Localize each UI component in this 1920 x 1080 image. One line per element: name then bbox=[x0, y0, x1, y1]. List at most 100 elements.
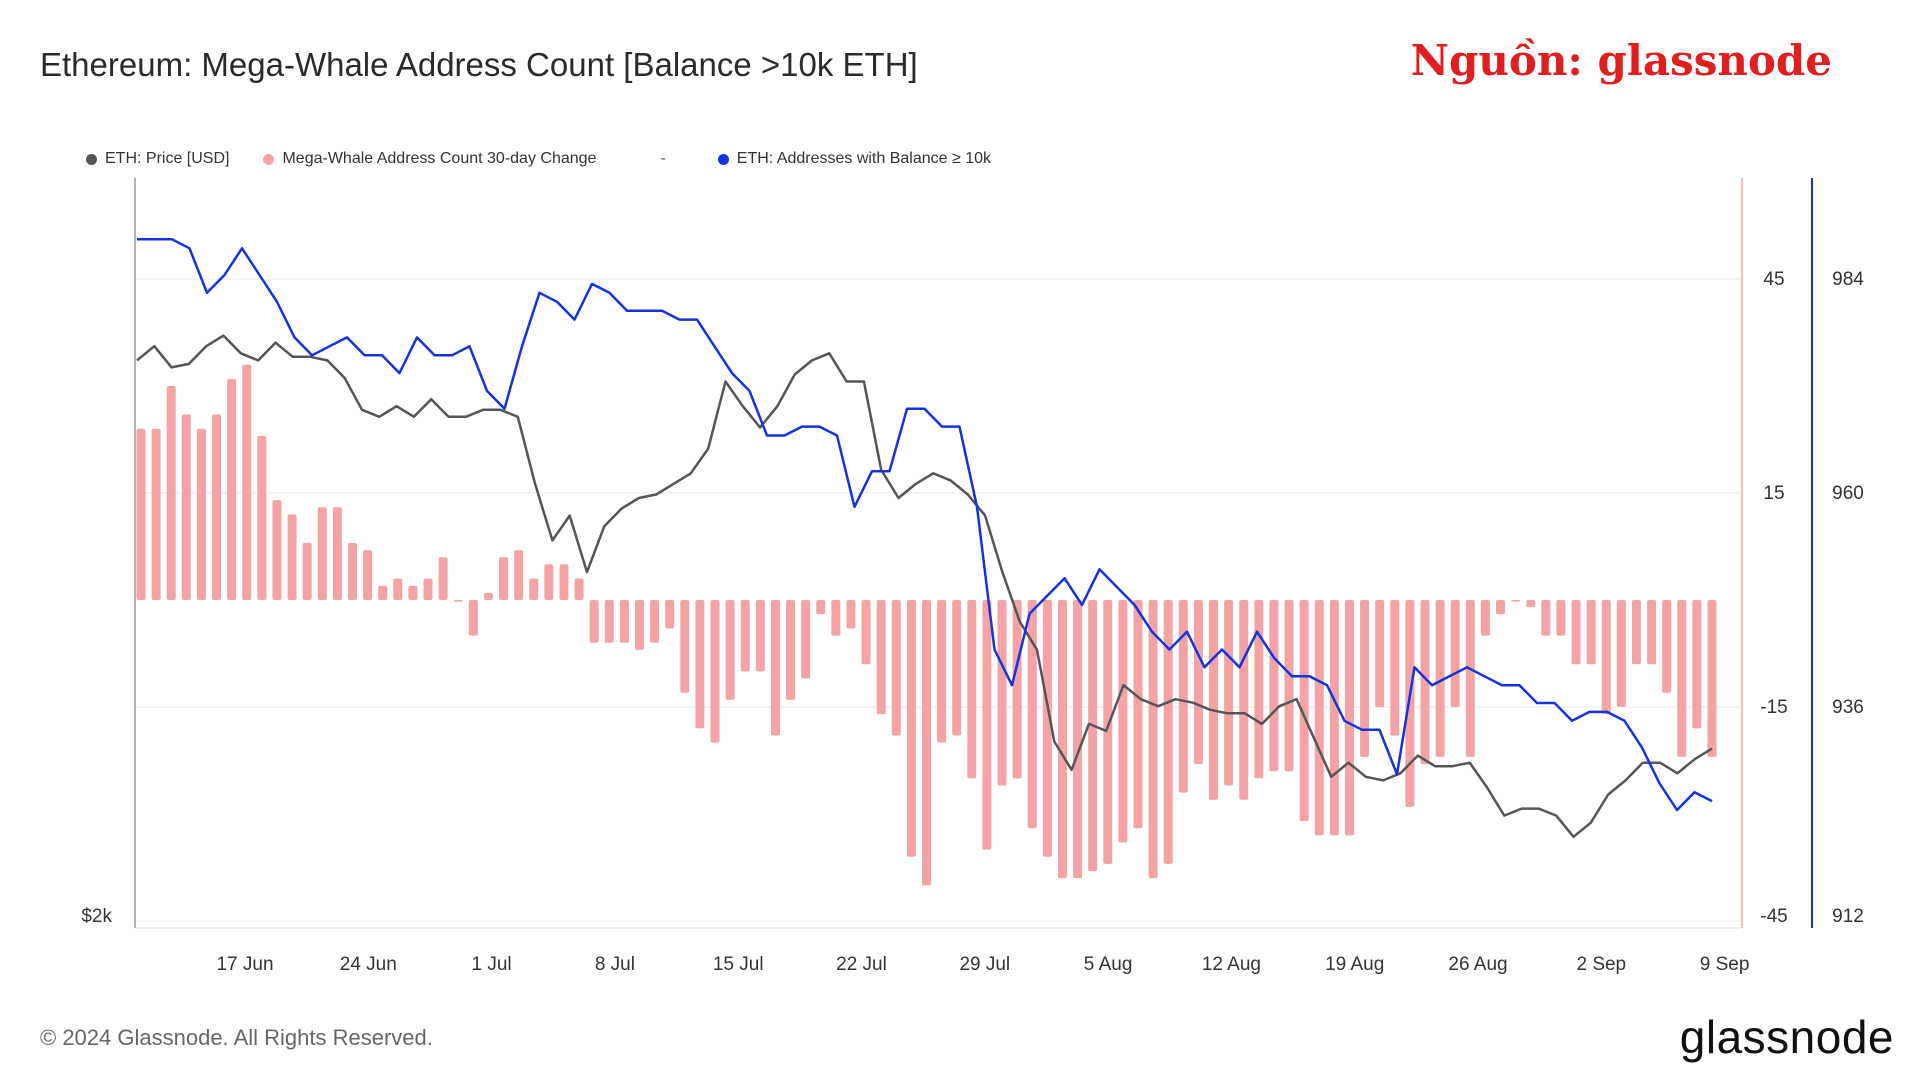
change-bar bbox=[1692, 600, 1702, 729]
change-bar bbox=[786, 600, 796, 700]
change-bar bbox=[181, 414, 191, 600]
change-bar bbox=[816, 600, 826, 615]
legend-item-change[interactable]: Mega-Whale Address Count 30-day Change bbox=[263, 150, 596, 168]
change-bar bbox=[831, 600, 841, 636]
change-bar bbox=[287, 514, 297, 600]
source-label: Nguồn: glassnode bbox=[1410, 36, 1832, 85]
change-bar bbox=[1420, 600, 1430, 765]
change-bar bbox=[680, 600, 690, 693]
change-bar bbox=[1616, 600, 1626, 707]
change-bar bbox=[1042, 600, 1052, 857]
change-bar bbox=[589, 600, 599, 643]
change-axis-tick-label: 45 bbox=[1763, 269, 1784, 290]
addresses-axis-tick-label: 960 bbox=[1832, 483, 1864, 504]
change-bar bbox=[1390, 600, 1400, 736]
change-bar bbox=[1224, 600, 1234, 786]
change-axis-tick-label: -15 bbox=[1760, 697, 1787, 718]
change-bar bbox=[695, 600, 705, 729]
change-bar bbox=[1360, 600, 1370, 757]
change-bar bbox=[876, 600, 886, 715]
change-bar bbox=[1073, 600, 1083, 879]
x-axis-tick-label: 29 Jul bbox=[959, 954, 1010, 975]
change-bar bbox=[937, 600, 947, 743]
change-bar bbox=[242, 364, 252, 600]
change-bar bbox=[1480, 600, 1490, 636]
change-bar bbox=[347, 542, 357, 600]
change-bar bbox=[1118, 600, 1128, 843]
change-bar bbox=[393, 578, 403, 600]
change-bar bbox=[363, 550, 373, 600]
change-bar bbox=[499, 557, 509, 600]
change-bar bbox=[650, 600, 660, 643]
change-bar bbox=[1375, 600, 1385, 707]
change-bar bbox=[1662, 600, 1672, 693]
addresses-axis-tick-label: 984 bbox=[1832, 269, 1864, 290]
change-bar bbox=[302, 542, 312, 600]
change-bar bbox=[1103, 600, 1113, 864]
legend-label-addresses: ETH: Addresses with Balance ≥ 10k bbox=[736, 150, 991, 167]
change-bar bbox=[665, 600, 675, 629]
change-bar bbox=[1526, 600, 1536, 608]
x-axis-tick-label: 24 Jun bbox=[340, 954, 397, 975]
x-axis-tick-label: 19 Aug bbox=[1325, 954, 1384, 975]
change-bar bbox=[1239, 600, 1249, 800]
change-bar bbox=[1571, 600, 1581, 665]
change-bar bbox=[1677, 600, 1687, 757]
x-axis-tick-label: 22 Jul bbox=[836, 954, 887, 975]
change-bar bbox=[967, 600, 977, 779]
change-bar bbox=[801, 600, 811, 679]
x-axis-tick-label: 26 Aug bbox=[1448, 954, 1507, 975]
copyright-text: © 2024 Glassnode. All Rights Reserved. bbox=[40, 1025, 433, 1050]
change-bar bbox=[1254, 600, 1264, 779]
change-bar bbox=[529, 578, 539, 600]
change-bar bbox=[770, 600, 780, 736]
change-bar bbox=[1631, 600, 1641, 665]
legend-dot-addresses bbox=[717, 153, 729, 165]
change-bar bbox=[1269, 600, 1279, 772]
change-bar bbox=[483, 592, 493, 600]
change-bar bbox=[1647, 600, 1657, 665]
change-bar bbox=[1209, 600, 1219, 800]
change-bar bbox=[861, 600, 871, 665]
change-bar bbox=[1329, 600, 1339, 836]
change-bar bbox=[453, 600, 463, 602]
legend-item-price[interactable]: ETH: Price [USD] bbox=[86, 150, 229, 168]
change-bar bbox=[1586, 600, 1596, 665]
x-axis-tick-label: 8 Jul bbox=[595, 954, 635, 975]
addresses-line bbox=[137, 238, 1713, 812]
x-axis-tick-label: 1 Jul bbox=[472, 954, 512, 975]
change-bar bbox=[136, 428, 146, 600]
change-bar bbox=[1012, 600, 1022, 779]
change-axis-tick-label: 15 bbox=[1763, 483, 1784, 504]
legend-label-change: Mega-Whale Address Count 30-day Change bbox=[282, 150, 597, 167]
change-bar bbox=[922, 600, 931, 886]
x-axis-tick-label: 12 Aug bbox=[1202, 954, 1261, 975]
change-bar bbox=[1284, 600, 1294, 772]
change-bar bbox=[1148, 600, 1158, 879]
change-bar bbox=[1496, 600, 1506, 615]
change-bar bbox=[1344, 600, 1354, 836]
change-bar bbox=[710, 600, 720, 743]
change-bar bbox=[1541, 600, 1551, 636]
change-bar bbox=[272, 500, 282, 600]
x-axis-tick-label: 5 Aug bbox=[1084, 954, 1133, 975]
change-bar bbox=[891, 600, 901, 736]
change-bar bbox=[740, 600, 750, 672]
change-bar bbox=[997, 600, 1007, 786]
change-bar bbox=[982, 600, 992, 850]
change-bar bbox=[423, 578, 433, 600]
legend-separator: - bbox=[660, 150, 666, 167]
change-bar bbox=[1707, 600, 1717, 757]
change-bar bbox=[514, 550, 524, 600]
change-bar bbox=[151, 428, 161, 600]
change-bar bbox=[1027, 600, 1037, 829]
x-axis-tick-label: 15 Jul bbox=[713, 954, 764, 975]
legend-item-addresses[interactable]: ETH: Addresses with Balance ≥ 10k bbox=[717, 150, 991, 168]
change-bar bbox=[755, 600, 765, 672]
change-bar bbox=[559, 564, 569, 600]
change-bar bbox=[1193, 600, 1203, 765]
change-bar bbox=[1450, 600, 1460, 707]
change-bar bbox=[574, 578, 584, 600]
change-bar bbox=[1133, 600, 1143, 829]
